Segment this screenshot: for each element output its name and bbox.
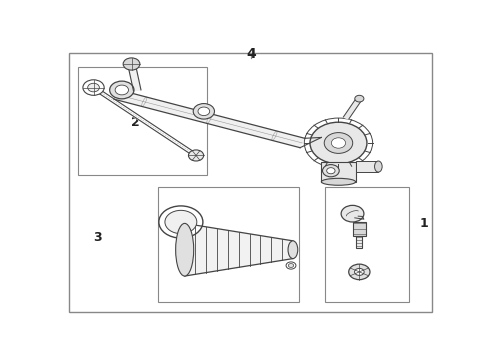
Bar: [158, 187, 298, 302]
Circle shape: [349, 264, 370, 280]
Polygon shape: [114, 90, 305, 148]
Ellipse shape: [374, 161, 382, 172]
Circle shape: [193, 104, 215, 119]
Ellipse shape: [321, 178, 356, 185]
Circle shape: [83, 80, 104, 95]
Polygon shape: [343, 98, 362, 119]
Polygon shape: [128, 64, 141, 91]
Circle shape: [327, 168, 335, 174]
Circle shape: [310, 122, 367, 164]
Circle shape: [355, 95, 364, 102]
Circle shape: [331, 138, 345, 148]
Bar: [356, 161, 378, 172]
Circle shape: [288, 264, 294, 267]
Circle shape: [355, 269, 364, 275]
Bar: [78, 67, 207, 175]
Bar: [325, 187, 409, 302]
Circle shape: [165, 210, 197, 234]
Circle shape: [88, 83, 99, 92]
Circle shape: [322, 165, 339, 177]
Circle shape: [286, 262, 296, 269]
Circle shape: [189, 150, 204, 161]
Circle shape: [324, 132, 353, 153]
Bar: [353, 222, 366, 236]
Text: 1: 1: [419, 217, 428, 230]
Circle shape: [123, 58, 140, 70]
Polygon shape: [185, 223, 293, 276]
Ellipse shape: [288, 241, 298, 258]
Text: 3: 3: [93, 231, 101, 244]
Circle shape: [198, 107, 210, 116]
Circle shape: [341, 205, 364, 222]
Circle shape: [115, 85, 128, 95]
Bar: [356, 222, 363, 248]
Text: 2: 2: [131, 116, 140, 129]
Circle shape: [159, 206, 203, 238]
Ellipse shape: [175, 223, 194, 276]
Text: 4: 4: [246, 48, 256, 61]
Circle shape: [110, 81, 134, 99]
Bar: [321, 162, 356, 182]
